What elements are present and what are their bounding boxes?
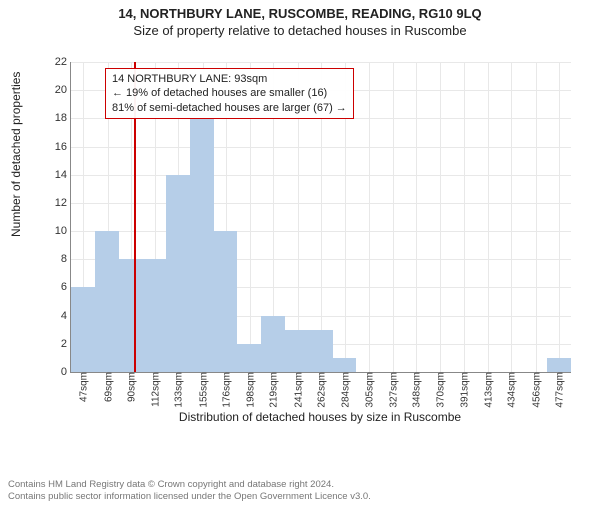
x-tick: 370sqm <box>434 372 447 408</box>
x-tick: 327sqm <box>386 372 399 408</box>
histogram-bar <box>237 344 261 372</box>
histogram-bar <box>71 287 95 372</box>
y-tick: 0 <box>61 366 71 378</box>
annotation-line1: 14 NORTHBURY LANE: 93sqm <box>112 72 347 86</box>
histogram-bar <box>95 231 119 372</box>
histogram-bar <box>333 358 357 372</box>
x-tick: 69sqm <box>101 372 114 402</box>
histogram-bar <box>285 330 309 372</box>
y-tick: 2 <box>61 338 71 350</box>
histogram-bar <box>142 259 166 372</box>
x-tick: 155sqm <box>196 372 209 408</box>
footer-line2: Contains public sector information licen… <box>8 491 371 502</box>
footer-line1: Contains HM Land Registry data © Crown c… <box>8 479 371 490</box>
histogram-bar <box>547 358 571 372</box>
x-tick: 391sqm <box>457 372 470 408</box>
x-tick: 47sqm <box>77 372 90 402</box>
y-tick: 22 <box>55 56 71 68</box>
y-tick: 20 <box>55 84 71 96</box>
y-tick: 14 <box>55 169 71 181</box>
y-axis-label: Number of detached properties <box>9 72 23 237</box>
x-tick: 348sqm <box>410 372 423 408</box>
gridline-v <box>488 62 489 372</box>
annotation-line3: 81% of semi-detached houses are larger (… <box>112 101 347 115</box>
x-tick: 176sqm <box>219 372 232 408</box>
histogram-bar <box>261 316 285 372</box>
x-tick: 413sqm <box>482 372 495 408</box>
gridline-v <box>416 62 417 372</box>
x-tick: 219sqm <box>267 372 280 408</box>
histogram-bar <box>119 259 143 372</box>
page-subtitle: Size of property relative to detached ho… <box>0 23 600 38</box>
gridline-v <box>440 62 441 372</box>
histogram-bar <box>190 118 214 372</box>
y-tick: 8 <box>61 253 71 265</box>
footer-attribution: Contains HM Land Registry data © Crown c… <box>8 479 371 502</box>
gridline-v <box>464 62 465 372</box>
gridline-v <box>511 62 512 372</box>
y-tick: 16 <box>55 141 71 153</box>
plot-area: 024681012141618202247sqm69sqm90sqm112sqm… <box>70 62 571 373</box>
gridline-v <box>369 62 370 372</box>
x-axis-label: Distribution of detached houses by size … <box>70 410 570 424</box>
x-tick: 262sqm <box>315 372 328 408</box>
gridline-v <box>559 62 560 372</box>
y-tick: 18 <box>55 112 71 124</box>
page-title: 14, NORTHBURY LANE, RUSCOMBE, READING, R… <box>0 6 600 21</box>
y-tick: 6 <box>61 281 71 293</box>
y-tick: 4 <box>61 310 71 322</box>
histogram-chart: Number of detached properties 0246810121… <box>40 52 580 422</box>
x-tick: 434sqm <box>505 372 518 408</box>
x-tick: 112sqm <box>149 372 162 407</box>
gridline-v <box>393 62 394 372</box>
histogram-bar <box>166 175 190 372</box>
y-tick: 10 <box>55 225 71 237</box>
gridline-v <box>536 62 537 372</box>
y-tick: 12 <box>55 197 71 209</box>
annotation-box: 14 NORTHBURY LANE: 93sqm ← 19% of detach… <box>105 68 354 119</box>
x-tick: 241sqm <box>291 372 304 408</box>
x-tick: 456sqm <box>529 372 542 408</box>
x-tick: 305sqm <box>362 372 375 408</box>
x-tick: 90sqm <box>124 372 137 402</box>
annotation-line2: ← 19% of detached houses are smaller (16… <box>112 86 347 100</box>
histogram-bar <box>309 330 333 372</box>
x-tick: 284sqm <box>339 372 352 408</box>
x-tick: 133sqm <box>172 372 185 408</box>
histogram-bar <box>214 231 238 372</box>
x-tick: 477sqm <box>552 372 565 408</box>
x-tick: 198sqm <box>244 372 257 408</box>
